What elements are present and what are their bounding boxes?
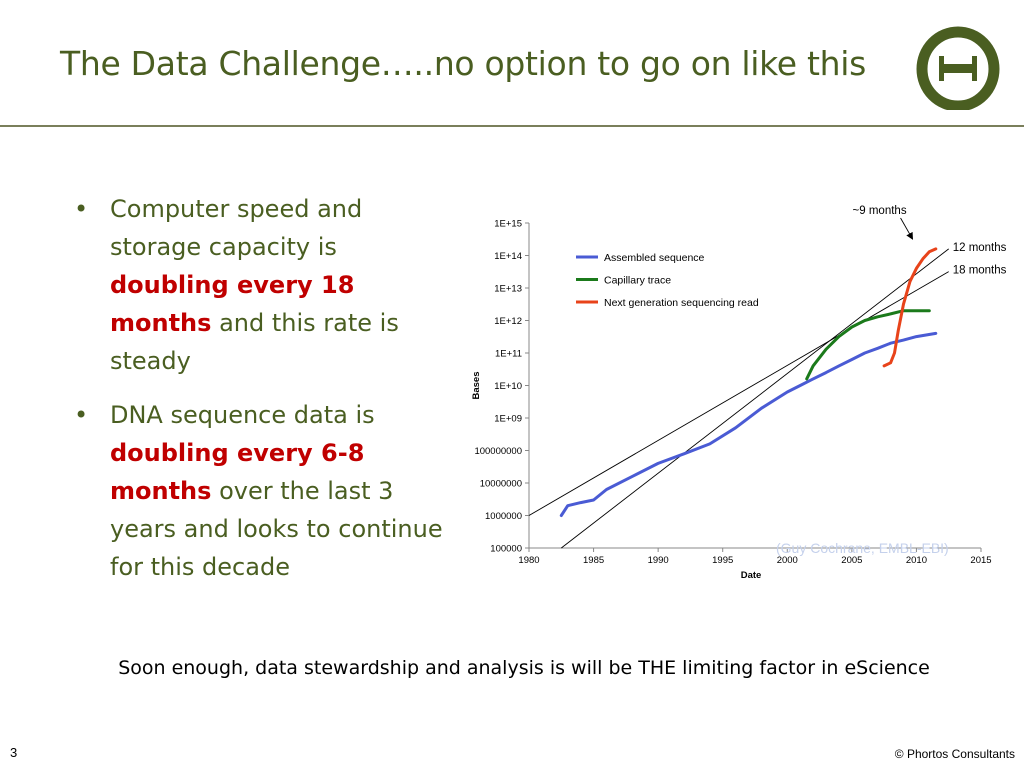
theta-serif-left — [939, 56, 944, 81]
legend-label: Capillary trace — [604, 275, 671, 287]
y-tick-label: 1E+10 — [494, 381, 522, 392]
y-tick-label: 1E+09 — [494, 414, 522, 425]
bullet-text: over the last 3 years and looks to conti… — [110, 477, 443, 581]
legend-label: Next generation sequencing read — [604, 297, 759, 309]
bullet-list: Computer speed and storage capacity is d… — [70, 190, 450, 602]
title-rule — [0, 125, 1024, 127]
y-tick-label: 1E+12 — [494, 316, 522, 327]
bullet-text: DNA sequence data is — [110, 401, 375, 429]
y-tick-label: 1E+14 — [494, 251, 522, 262]
y-axis-title: Bases — [471, 372, 482, 400]
chart-annotation: ~9 months — [853, 205, 907, 217]
chart-credit-watermark: (Guy Cochrane, EMBL-EBI) — [776, 540, 949, 556]
y-tick-label: 1E+13 — [494, 284, 522, 295]
y-tick-label: 1E+15 — [494, 219, 522, 230]
theta-serif-right — [972, 56, 977, 81]
trend-line — [561, 248, 949, 549]
theta-ring — [916, 26, 1000, 110]
x-tick-label: 1995 — [712, 555, 733, 566]
x-tick-label: 1985 — [583, 555, 604, 566]
trend-line — [528, 271, 949, 516]
page-number: 3 — [10, 745, 18, 760]
x-tick-label: 1990 — [648, 555, 669, 566]
x-tick-label: 2010 — [906, 555, 927, 566]
y-tick-label: 10000000 — [480, 479, 522, 490]
conclusion-text: Soon enough, data stewardship and analys… — [118, 657, 930, 679]
y-tick-label: 100000000 — [474, 446, 522, 457]
trend-line-label: 18 months — [953, 265, 1007, 277]
y-tick-label: 1E+11 — [495, 349, 522, 360]
series-line — [805, 309, 931, 381]
theta-bar — [940, 64, 976, 73]
x-tick-label: 2005 — [841, 555, 862, 566]
trend-line-label: 12 months — [953, 242, 1007, 254]
x-axis-title: Date — [741, 570, 762, 581]
bullet-text: Computer speed and storage capacity is — [110, 195, 363, 261]
x-tick-label: 2000 — [777, 555, 798, 566]
x-tick-label: 2015 — [970, 555, 991, 566]
y-tick-label: 100000 — [490, 544, 522, 555]
annotation-arrow — [900, 217, 913, 240]
series-line — [559, 331, 938, 517]
theta-logo-icon — [916, 26, 1000, 110]
sequence-growth-chart: 100000 1000000 10000000 100000000 1E+09 1E+10… — [471, 205, 1007, 581]
series-line — [882, 247, 938, 368]
bullet-item-computer-speed: Computer speed and storage capacity is d… — [70, 190, 450, 380]
slide-title: The Data Challenge…..no option to go on … — [60, 44, 866, 83]
legend-label: Assembled sequence — [604, 252, 705, 264]
x-tick-label: 1980 — [518, 555, 539, 566]
copyright-notice: © Phortos Consultants — [894, 747, 1015, 761]
bullet-emphasis: doubling every 18 months — [110, 271, 355, 337]
bullet-emphasis: doubling every 6-8 months — [110, 439, 365, 505]
bullet-text: and this rate is steady — [110, 309, 399, 375]
bullet-item-dna-sequence: DNA sequence data is doubling every 6-8 … — [70, 396, 450, 586]
y-tick-label: 1000000 — [485, 511, 522, 522]
